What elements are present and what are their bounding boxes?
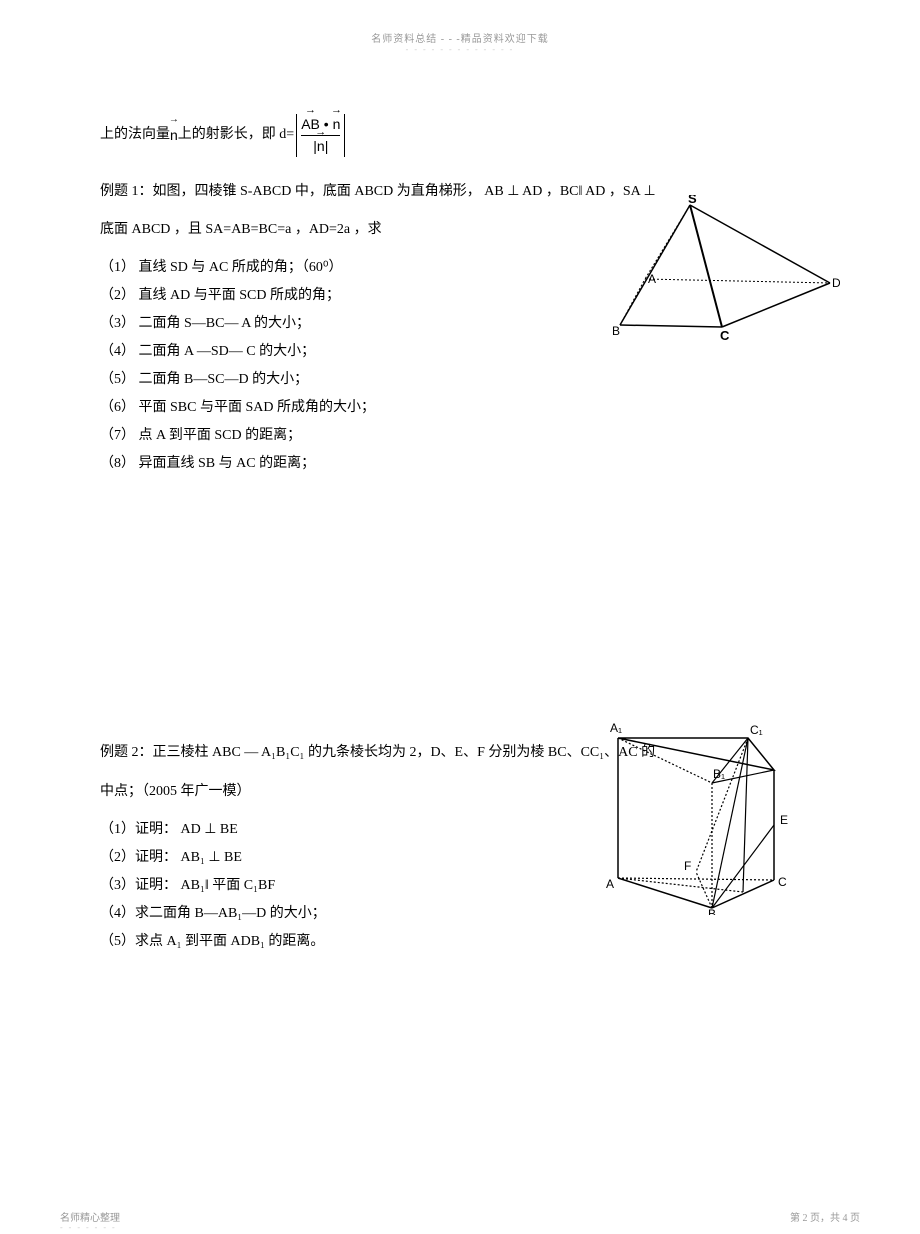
formula-line: 上的法向量 n 上的射影长，即 d= AB • n |n| bbox=[100, 114, 820, 157]
formula-fraction: AB • n |n| bbox=[296, 114, 345, 157]
formula-prefix: 上的法向量 bbox=[100, 120, 170, 151]
label-E: E bbox=[780, 813, 788, 827]
header-dots: - - - - - - - - - - - - - bbox=[0, 45, 920, 54]
label-S: S bbox=[688, 195, 697, 206]
p1-item: （8） 异面直线 SB 与 AC 的距离； bbox=[100, 450, 820, 478]
label-C1: C₁ bbox=[750, 723, 763, 737]
p1-item: （5） 二面角 B—SC—D 的大小； bbox=[100, 366, 820, 394]
footer-dots: - - - - - - - bbox=[60, 1223, 117, 1232]
p2-item: （5）求点 A₁ 到平面 ADB₁ 的距离。 bbox=[100, 928, 820, 956]
formula-mid: 上的射影长，即 d= bbox=[178, 120, 294, 151]
header-note: 名师资料总结 - - -精品资料欢迎下载 bbox=[0, 0, 920, 45]
spacer bbox=[100, 478, 820, 738]
label-D: D bbox=[832, 276, 840, 290]
vec-n-den: n bbox=[317, 138, 325, 155]
label-A: A bbox=[606, 877, 614, 891]
label-A: A bbox=[648, 272, 656, 286]
p1-item: （6） 平面 SBC 与平面 SAD 所成角的大小； bbox=[100, 394, 820, 422]
footer-right: 第 2 页，共 4 页 bbox=[790, 1209, 860, 1224]
label-C: C bbox=[778, 875, 787, 889]
label-B: B bbox=[708, 907, 716, 915]
label-F: F bbox=[684, 859, 691, 873]
label-A1: A₁ bbox=[610, 721, 622, 735]
prism-diagram: A₁ C₁ B₁ E F A C B bbox=[600, 720, 800, 915]
vec-n-inline: n bbox=[170, 120, 178, 151]
p1-item: （7） 点 A 到平面 SCD 的距离； bbox=[100, 422, 820, 450]
vec-n-num: n bbox=[333, 116, 341, 133]
pyramid-diagram: S A B C D bbox=[610, 195, 840, 345]
footer-left: 名师精心整理 bbox=[60, 1209, 120, 1224]
label-C: C bbox=[720, 328, 730, 343]
label-B1: B₁ bbox=[713, 767, 725, 781]
label-B: B bbox=[612, 324, 620, 338]
